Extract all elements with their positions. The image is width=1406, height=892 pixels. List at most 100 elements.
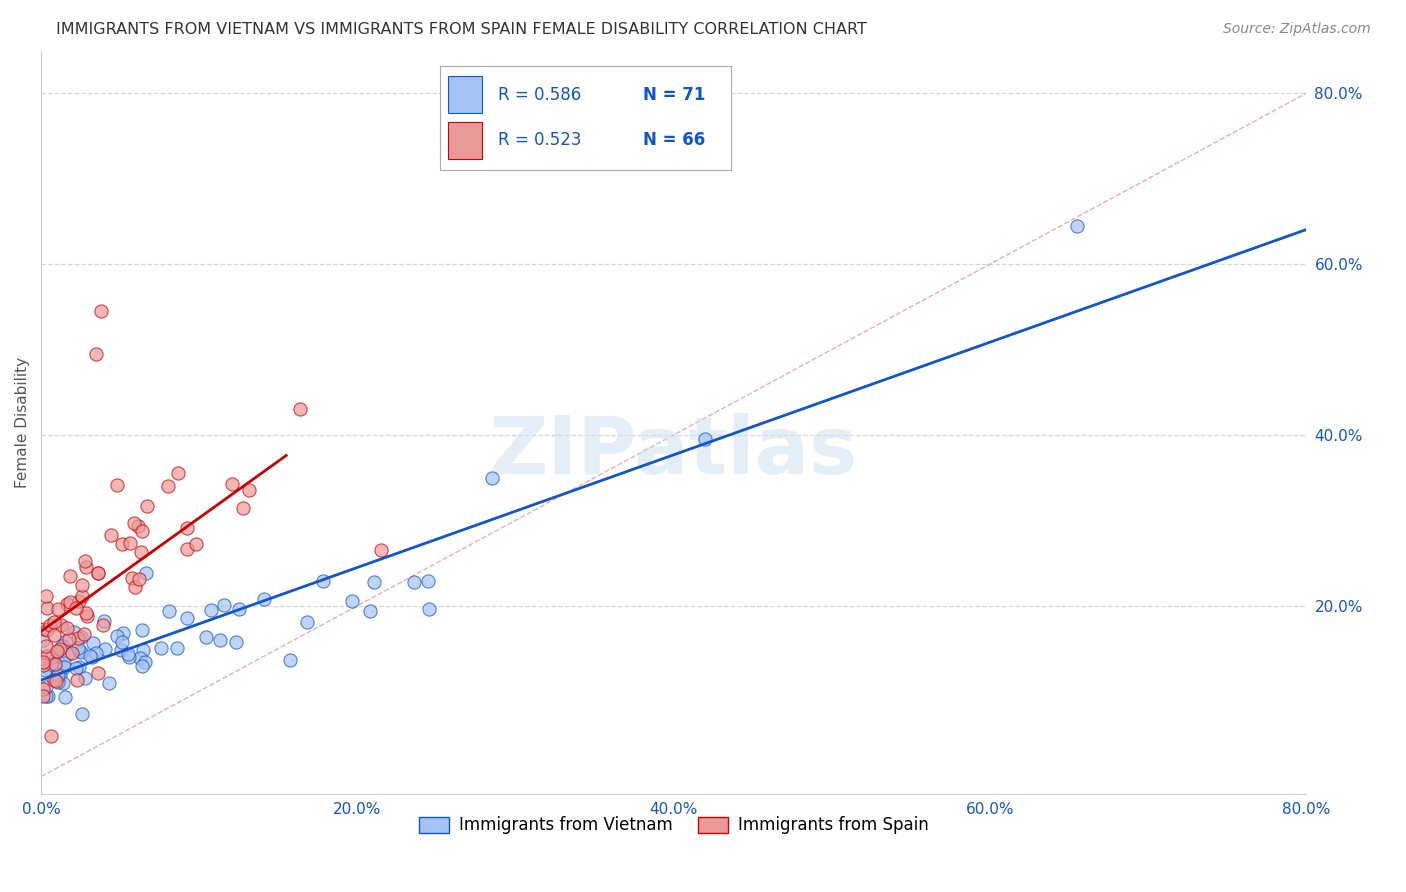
Point xyxy=(131,623,153,637)
Point xyxy=(110,642,132,657)
Point xyxy=(37,690,59,704)
Point xyxy=(73,627,96,641)
Point xyxy=(46,667,69,681)
Point xyxy=(134,655,156,669)
Point xyxy=(87,566,110,581)
Point xyxy=(75,560,97,574)
Point xyxy=(45,674,67,689)
Point xyxy=(93,615,115,629)
Point xyxy=(1066,219,1088,233)
Point xyxy=(44,662,66,676)
Point xyxy=(91,618,114,632)
Point xyxy=(41,649,63,664)
Point xyxy=(100,528,122,542)
Point xyxy=(32,632,55,647)
Point xyxy=(32,656,55,670)
Point xyxy=(79,648,101,663)
Point xyxy=(228,602,250,616)
Point xyxy=(35,690,58,704)
Point xyxy=(340,593,363,607)
Point xyxy=(56,621,79,635)
Point xyxy=(238,483,260,498)
Point xyxy=(46,675,69,690)
Point xyxy=(52,676,75,690)
Point xyxy=(49,642,72,657)
Point xyxy=(53,690,76,704)
Point xyxy=(44,657,66,672)
Point xyxy=(72,707,94,722)
Point xyxy=(76,609,98,624)
Point xyxy=(42,628,65,642)
Point xyxy=(404,575,426,590)
Point xyxy=(129,545,152,559)
Point xyxy=(195,630,218,644)
Point xyxy=(67,631,90,645)
Point xyxy=(157,605,180,619)
Point xyxy=(135,500,157,514)
Text: IMMIGRANTS FROM VIETNAM VS IMMIGRANTS FROM SPAIN FEMALE DISABILITY CORRELATION C: IMMIGRANTS FROM VIETNAM VS IMMIGRANTS FR… xyxy=(56,22,868,37)
Point xyxy=(39,730,62,744)
Point xyxy=(118,650,141,665)
Point xyxy=(105,630,128,644)
Point xyxy=(416,574,439,588)
Point xyxy=(176,520,198,534)
Point xyxy=(35,623,58,637)
Text: Source: ZipAtlas.com: Source: ZipAtlas.com xyxy=(1223,22,1371,37)
Point xyxy=(59,569,82,583)
Y-axis label: Female Disability: Female Disability xyxy=(15,357,30,488)
Point xyxy=(73,671,96,685)
Point xyxy=(156,479,179,493)
Point xyxy=(70,589,93,603)
Point xyxy=(97,675,120,690)
Point xyxy=(49,659,72,673)
Point xyxy=(117,647,139,661)
Point xyxy=(94,642,117,657)
Point xyxy=(132,642,155,657)
Point xyxy=(44,615,66,629)
Point xyxy=(87,665,110,680)
Point xyxy=(232,501,254,516)
Point xyxy=(176,542,198,557)
Point xyxy=(127,519,149,533)
Point xyxy=(31,690,53,704)
Point xyxy=(111,635,134,649)
Point xyxy=(150,641,173,656)
Point xyxy=(46,601,69,615)
Point xyxy=(122,516,145,530)
Point xyxy=(34,640,56,654)
Point xyxy=(363,574,385,589)
Point xyxy=(124,580,146,594)
Point xyxy=(32,623,55,637)
Point xyxy=(35,600,58,615)
Point xyxy=(67,644,90,658)
Point xyxy=(35,649,58,664)
Point xyxy=(131,659,153,673)
Point xyxy=(49,668,72,682)
Point xyxy=(65,601,87,615)
Point xyxy=(41,657,63,671)
Point xyxy=(90,304,112,318)
Point xyxy=(80,650,103,665)
Point xyxy=(67,659,90,673)
Point xyxy=(52,656,75,670)
Point xyxy=(120,535,142,549)
Point xyxy=(176,611,198,625)
Point xyxy=(128,572,150,586)
Point xyxy=(280,653,302,667)
Point xyxy=(295,615,318,629)
Point xyxy=(86,347,108,361)
Point xyxy=(105,478,128,492)
Point xyxy=(112,625,135,640)
Point xyxy=(56,647,79,661)
Point xyxy=(34,663,56,677)
Point xyxy=(221,476,243,491)
Point xyxy=(34,590,56,604)
Point xyxy=(66,673,89,687)
Point xyxy=(31,681,53,696)
Point xyxy=(65,661,87,675)
Point xyxy=(72,578,94,592)
Point xyxy=(70,645,93,659)
Point xyxy=(225,634,247,648)
Point xyxy=(253,591,276,606)
Point xyxy=(46,644,69,658)
